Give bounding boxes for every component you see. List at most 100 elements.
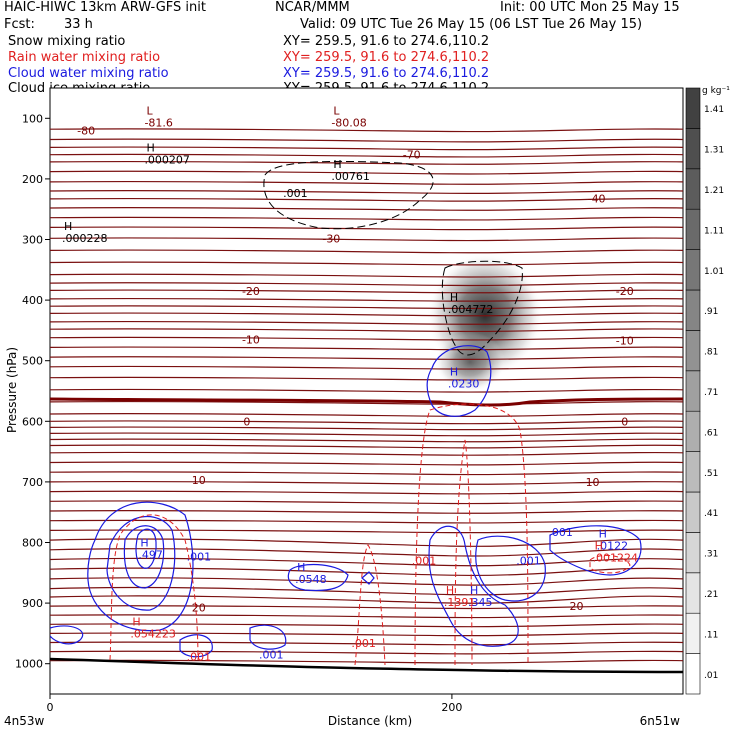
isotherm [50,426,683,431]
snow-contour-upper [263,160,434,230]
extremum-value: .1391 [444,596,476,609]
fcst-value: 33 h [64,17,93,32]
cloud-water-tiny [361,571,375,585]
contour-label: .001 [187,550,212,563]
isotherm [50,659,683,664]
cloud-water-right-a [428,525,519,647]
temperature-label: -40 [588,192,606,205]
isotherm [50,586,683,596]
isotherm [50,128,683,133]
colorbar-label: 1.01 [704,267,724,277]
isotherm [50,438,683,443]
colorbar-swatch [685,653,701,695]
extremum-value: .054223 [130,627,176,640]
x-start-location: 4n53w [4,714,45,728]
isotherm [50,548,683,557]
isotherm [50,346,683,351]
extremum-mark: H [450,366,458,379]
isotherm [50,420,683,425]
isotherm [50,650,683,655]
isotherm [50,305,683,310]
colorbar-label: .41 [704,509,718,519]
extremum-value: .0548 [295,573,327,586]
x-axis: 0 200 Distance (km) 4n53w 6n51w [4,694,680,728]
isotherm [50,623,683,628]
rain-right-inner [454,439,473,666]
temperature-label: -70 [403,149,421,162]
isotherm [50,461,683,466]
cloud-ice-shading [427,253,543,392]
isotherm [50,605,683,610]
isotherm [50,328,683,333]
temperature-label: -80 [77,124,95,137]
extremum-mark: H [297,561,305,574]
rain-right-edge [589,554,631,574]
extremum-mark: H [450,291,458,304]
contour-label: .001 [259,649,284,662]
temperature-label: 10 [586,476,600,489]
isotherm [50,400,683,405]
isotherm [50,336,683,341]
colorbar-swatch [685,572,701,614]
isotherm [50,365,683,370]
y-axis: Pressure (hPa) 100 200 300 400 500 600 700 800 9… [5,112,50,671]
valid-time: Valid: 09 UTC Tue 26 May 15 (06 LST Tue … [300,17,643,32]
colorbar-swatch [685,491,701,533]
isotherm [50,519,683,524]
extremum-mark: H [333,158,341,171]
y-tick-label: 1000 [15,658,43,671]
snow-contour-core [441,260,523,356]
colorbar-swatch [685,128,701,170]
colorbar-swatch [685,289,701,331]
extremum-value: .00761 [331,170,370,183]
extremum-value: -81.6 [144,116,172,129]
isotherm [50,356,683,360]
isotherm [50,577,683,586]
extremum-value: .000228 [62,232,108,245]
isotherm [50,595,683,604]
ground-surface [50,657,683,674]
cloud-water-left-bottom [50,625,84,645]
isotherm [50,273,683,278]
cloud-water-small-a [179,634,213,658]
temperature-label: -20 [616,285,634,298]
contour-label: .001 [412,555,437,568]
cloud-water-right-edge [549,525,642,576]
extremum-mark: L [146,104,153,117]
title-left: HAIC-HIWC 13km ARW-GFS init [4,0,206,15]
isotherm [50,614,683,619]
y-tick-label: 500 [22,355,43,368]
isotherm [50,557,683,567]
isotherm [50,641,683,646]
isotherm [50,312,683,317]
field-label-cloud-water: Cloud water mixing ratio [8,66,169,81]
temperature-label: -10 [242,333,260,346]
isotherm [50,261,683,266]
isotherm [50,289,683,294]
extremum-mark: H [470,584,478,597]
isotherm [50,153,683,158]
extremum-mark: H [140,537,148,550]
isotherm [50,432,683,437]
contour-label: .001 [283,187,308,200]
x-end-location: 6n51w [640,714,681,728]
colorbar-label: .31 [704,550,718,560]
extremum-value: .0122 [597,539,629,552]
y-tick-label: 800 [22,537,43,550]
extremum-value: .345 [468,596,493,609]
freezing-level-line [50,397,683,407]
extremum-value: .497 [138,549,163,562]
isotherm [50,509,683,514]
extremum-mark: H [146,141,154,154]
cloud-water-left-core [135,528,157,569]
temperature-label: 20 [569,600,583,613]
extremum-value: -80.08 [331,116,366,129]
isotherm [50,320,683,325]
field-label-snow: Snow mixing ratio [8,34,126,49]
isotherm [50,170,683,175]
y-tick-label: 700 [22,476,43,489]
snow-contours [263,160,523,356]
colorbar-swatch [685,249,701,291]
field-xy-rain: XY= 259.5, 91.6 to 274.6,110.2 [283,50,490,65]
colorbar-swatch [685,451,701,493]
